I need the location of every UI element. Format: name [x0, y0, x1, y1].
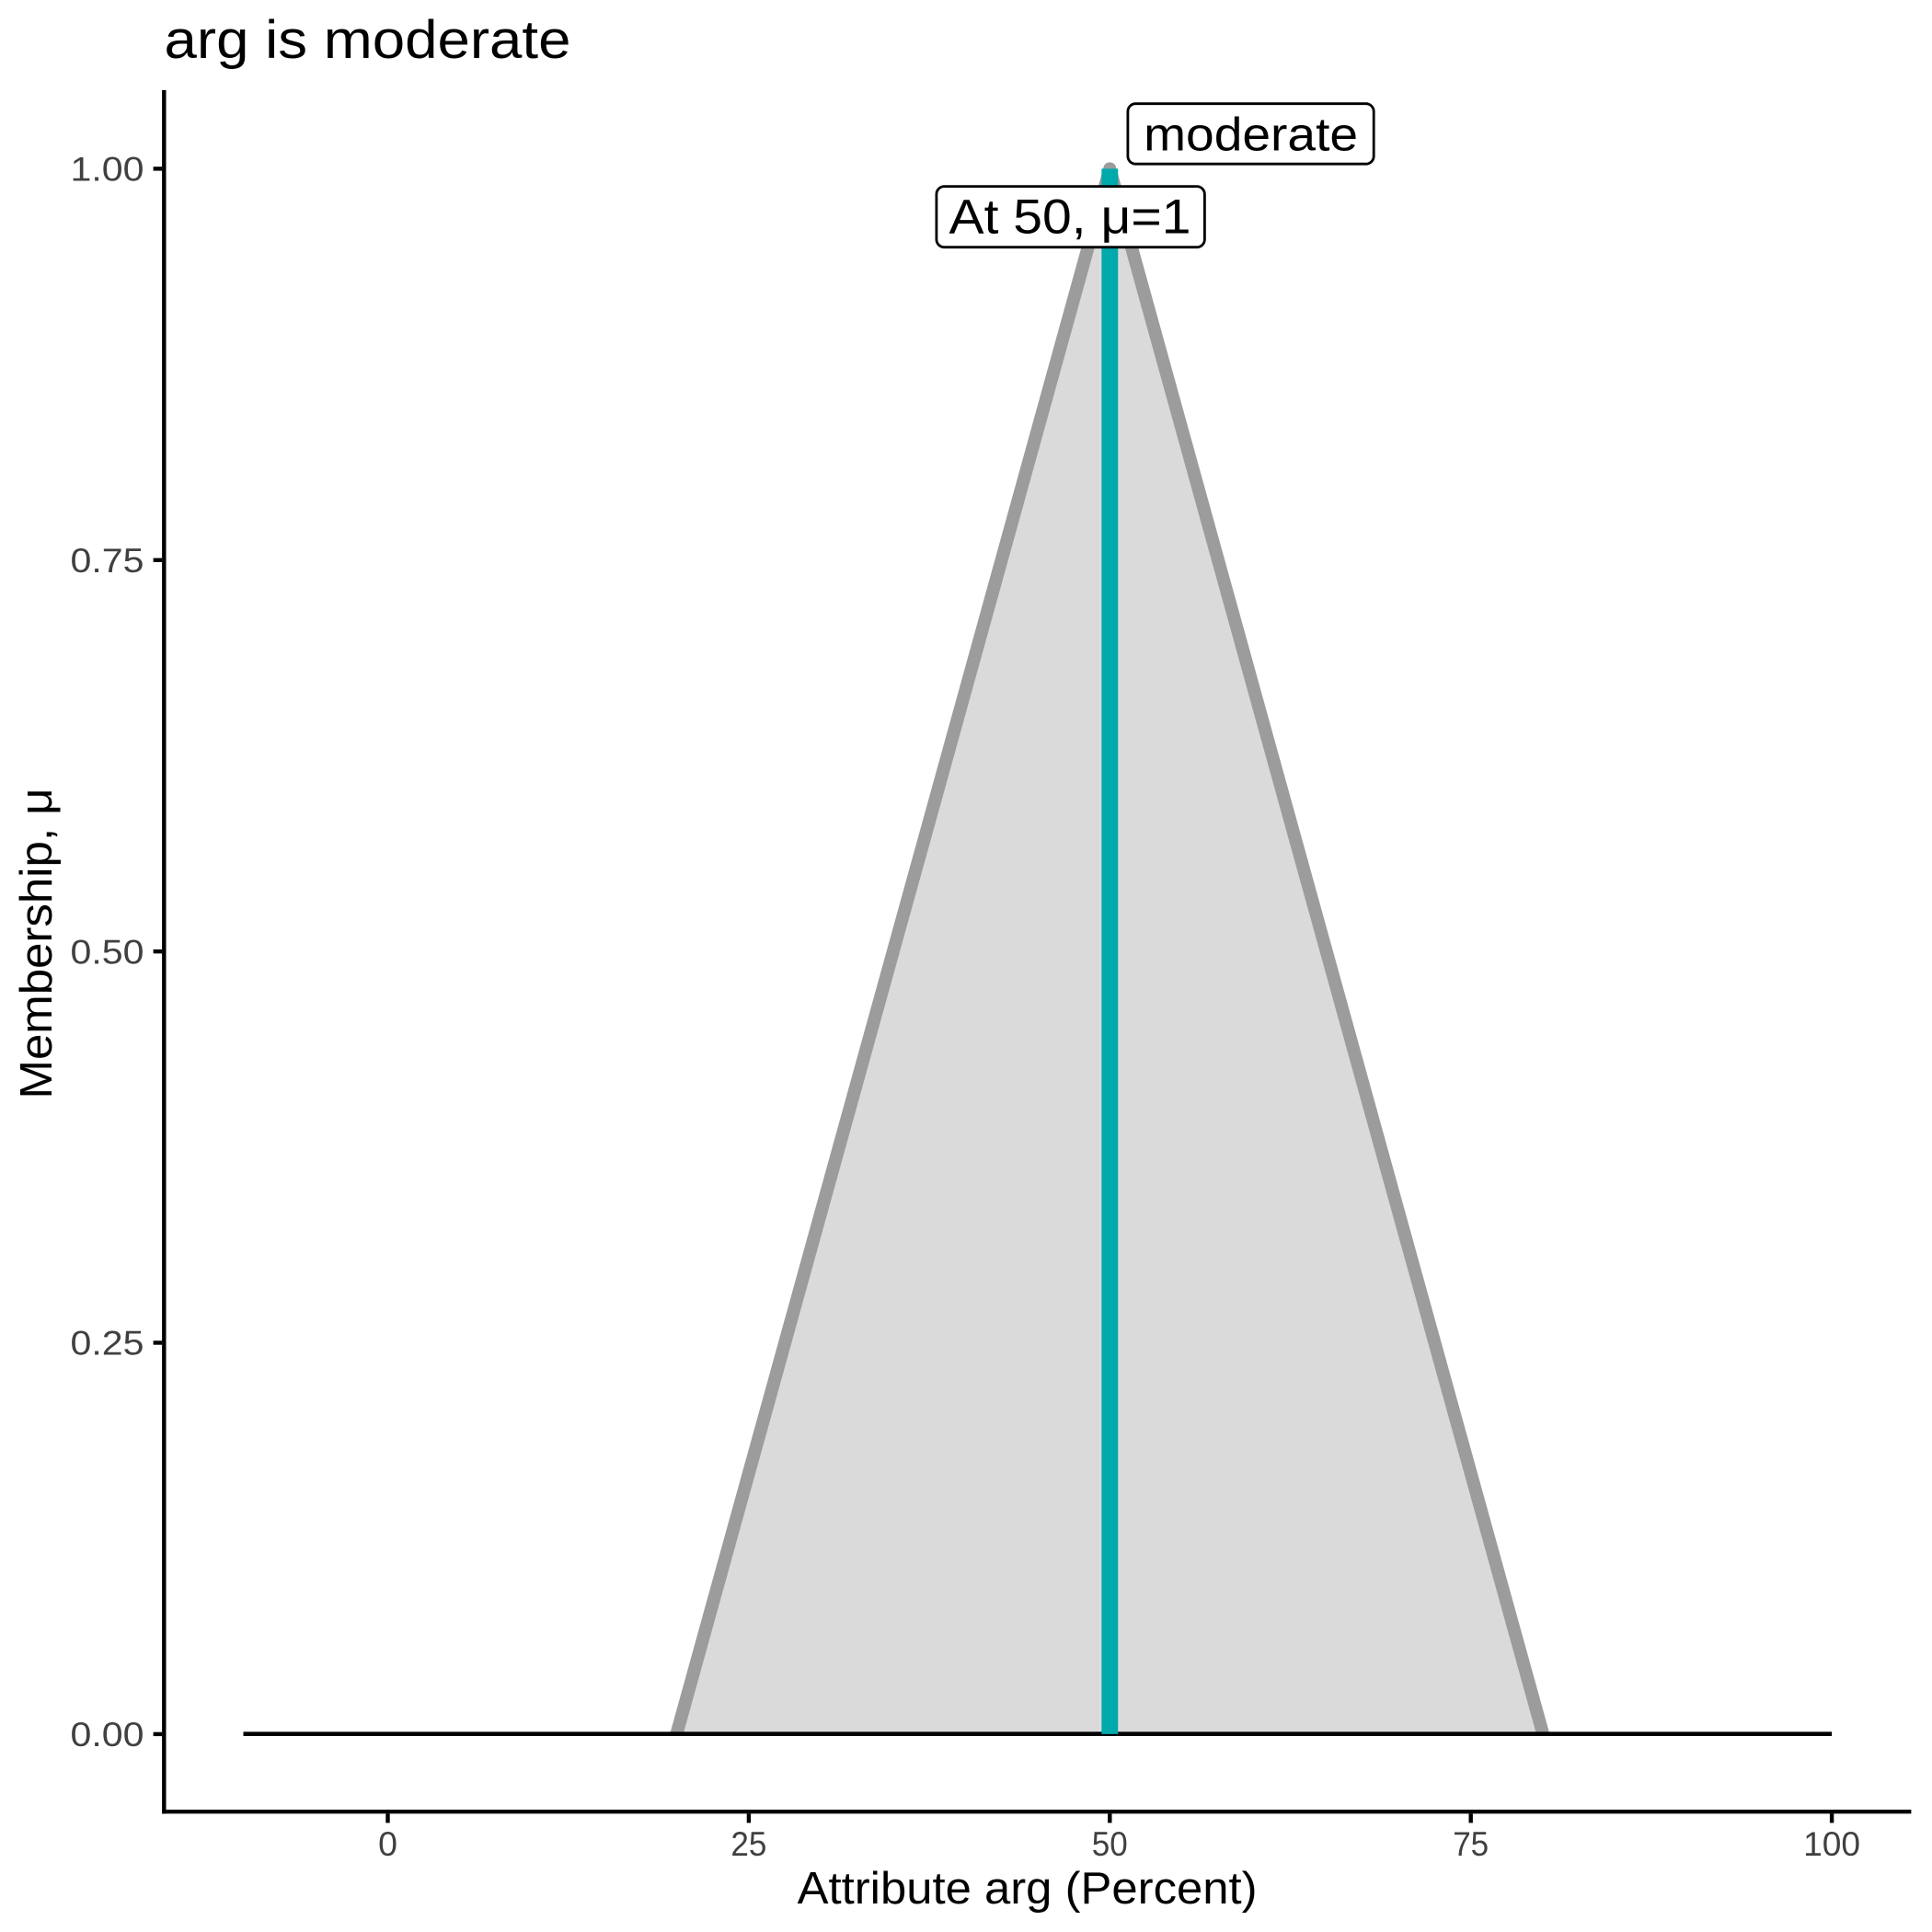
- svg-text:0.75: 0.75: [71, 541, 144, 580]
- svg-text:moderate: moderate: [1144, 108, 1358, 160]
- svg-text:0.00: 0.00: [71, 1715, 144, 1754]
- svg-text:At 50, μ=1: At 50, μ=1: [949, 190, 1191, 244]
- svg-text:100: 100: [1803, 1824, 1860, 1863]
- svg-text:Membership, μ: Membership, μ: [12, 788, 62, 1099]
- svg-text:Attribute arg (Percent): Attribute arg (Percent): [798, 1864, 1258, 1914]
- svg-text:75: 75: [1453, 1824, 1489, 1863]
- svg-text:arg is moderate: arg is moderate: [165, 10, 571, 70]
- svg-text:1.00: 1.00: [71, 150, 144, 189]
- svg-text:0.25: 0.25: [71, 1324, 144, 1363]
- svg-text:50: 50: [1092, 1824, 1128, 1863]
- svg-text:0: 0: [378, 1824, 397, 1863]
- svg-text:25: 25: [730, 1824, 766, 1863]
- svg-text:0.50: 0.50: [71, 932, 144, 971]
